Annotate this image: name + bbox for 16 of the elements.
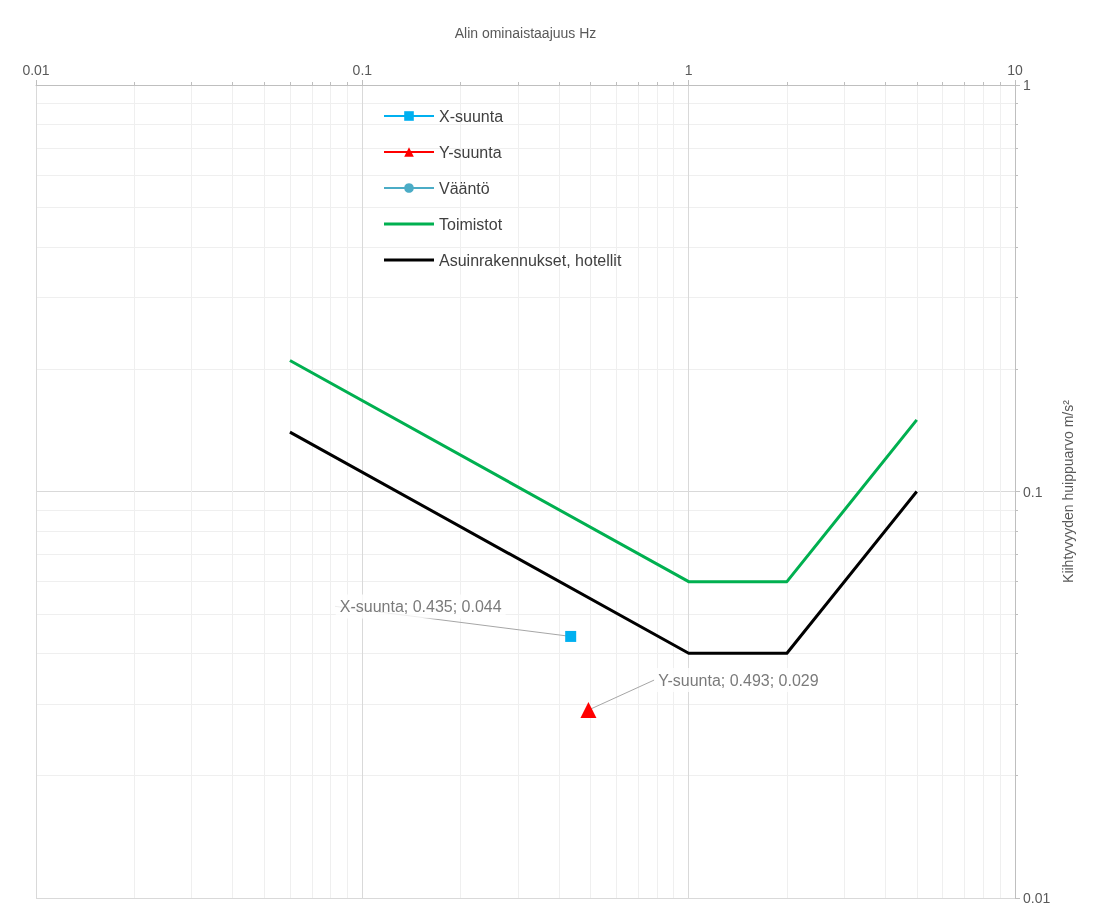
y-tick-label: 0.1 [1023, 483, 1043, 500]
legend-label: Toimistot [439, 215, 503, 233]
x-tick-label: 0.01 [22, 62, 50, 78]
x-tick-label: 0.1 [352, 62, 373, 78]
x-tick-label: 10 [1007, 62, 1023, 78]
annotation: Y-suunta; 0.493; 0.029 [658, 671, 819, 689]
y-tick-label: 1 [1023, 77, 1031, 93]
y-axis-title: Kiihtyvyyden huippuarvo m/s² [1060, 399, 1077, 583]
legend-label: Vääntö [439, 179, 490, 197]
x-axis-title: Alin ominaistaajuus Hz [454, 25, 597, 41]
y-tick-label: 0.01 [1023, 890, 1051, 906]
x-tick-label: 1 [684, 62, 693, 78]
annotation: X-suunta; 0.435; 0.044 [339, 597, 502, 615]
legend-label: Asuinrakennukset, hotellit [439, 251, 622, 269]
legend-label: Y-suunta [439, 143, 502, 161]
legend-label: X-suunta [439, 107, 504, 125]
